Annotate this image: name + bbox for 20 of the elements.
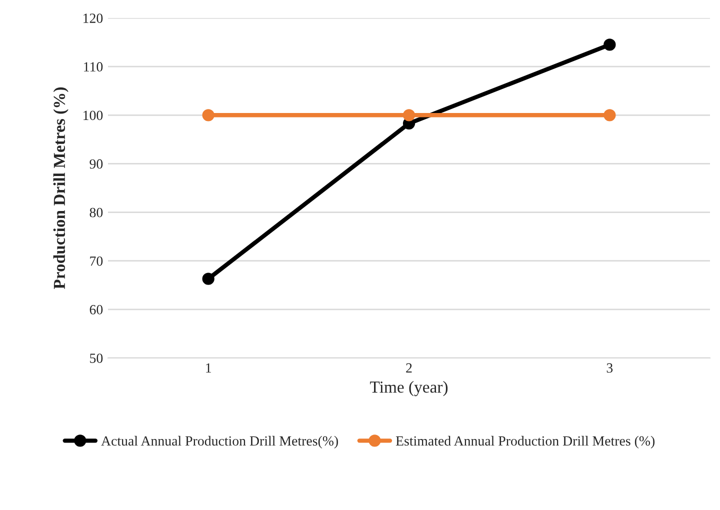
y-tick-label: 110 — [84, 62, 103, 72]
y-tick-label: 90 — [90, 159, 103, 169]
y-axis-title: Production Drill Metres (%) — [53, 87, 68, 290]
x-tick-label: 3 — [606, 363, 613, 373]
y-tick-label: 100 — [84, 110, 103, 120]
y-tick-label: 50 — [90, 354, 103, 363]
legend-label: Actual Annual Production Drill Metres(%) — [101, 436, 338, 448]
y-tick-label: 80 — [90, 208, 103, 218]
y-tick-label: 120 — [84, 14, 103, 23]
legend-label: Estimated Annual Production Drill Metres (%) — [396, 436, 655, 448]
y-tick-label: 60 — [90, 305, 103, 314]
point — [202, 109, 214, 122]
x-axis-title: Time (year) — [370, 381, 448, 396]
point — [604, 38, 616, 51]
x-tick-label: 2 — [406, 363, 412, 372]
point — [402, 109, 416, 122]
x-tick-label: 1 — [206, 363, 211, 372]
point — [202, 272, 214, 285]
point — [604, 109, 616, 122]
y-tick-label: 70 — [90, 256, 103, 266]
